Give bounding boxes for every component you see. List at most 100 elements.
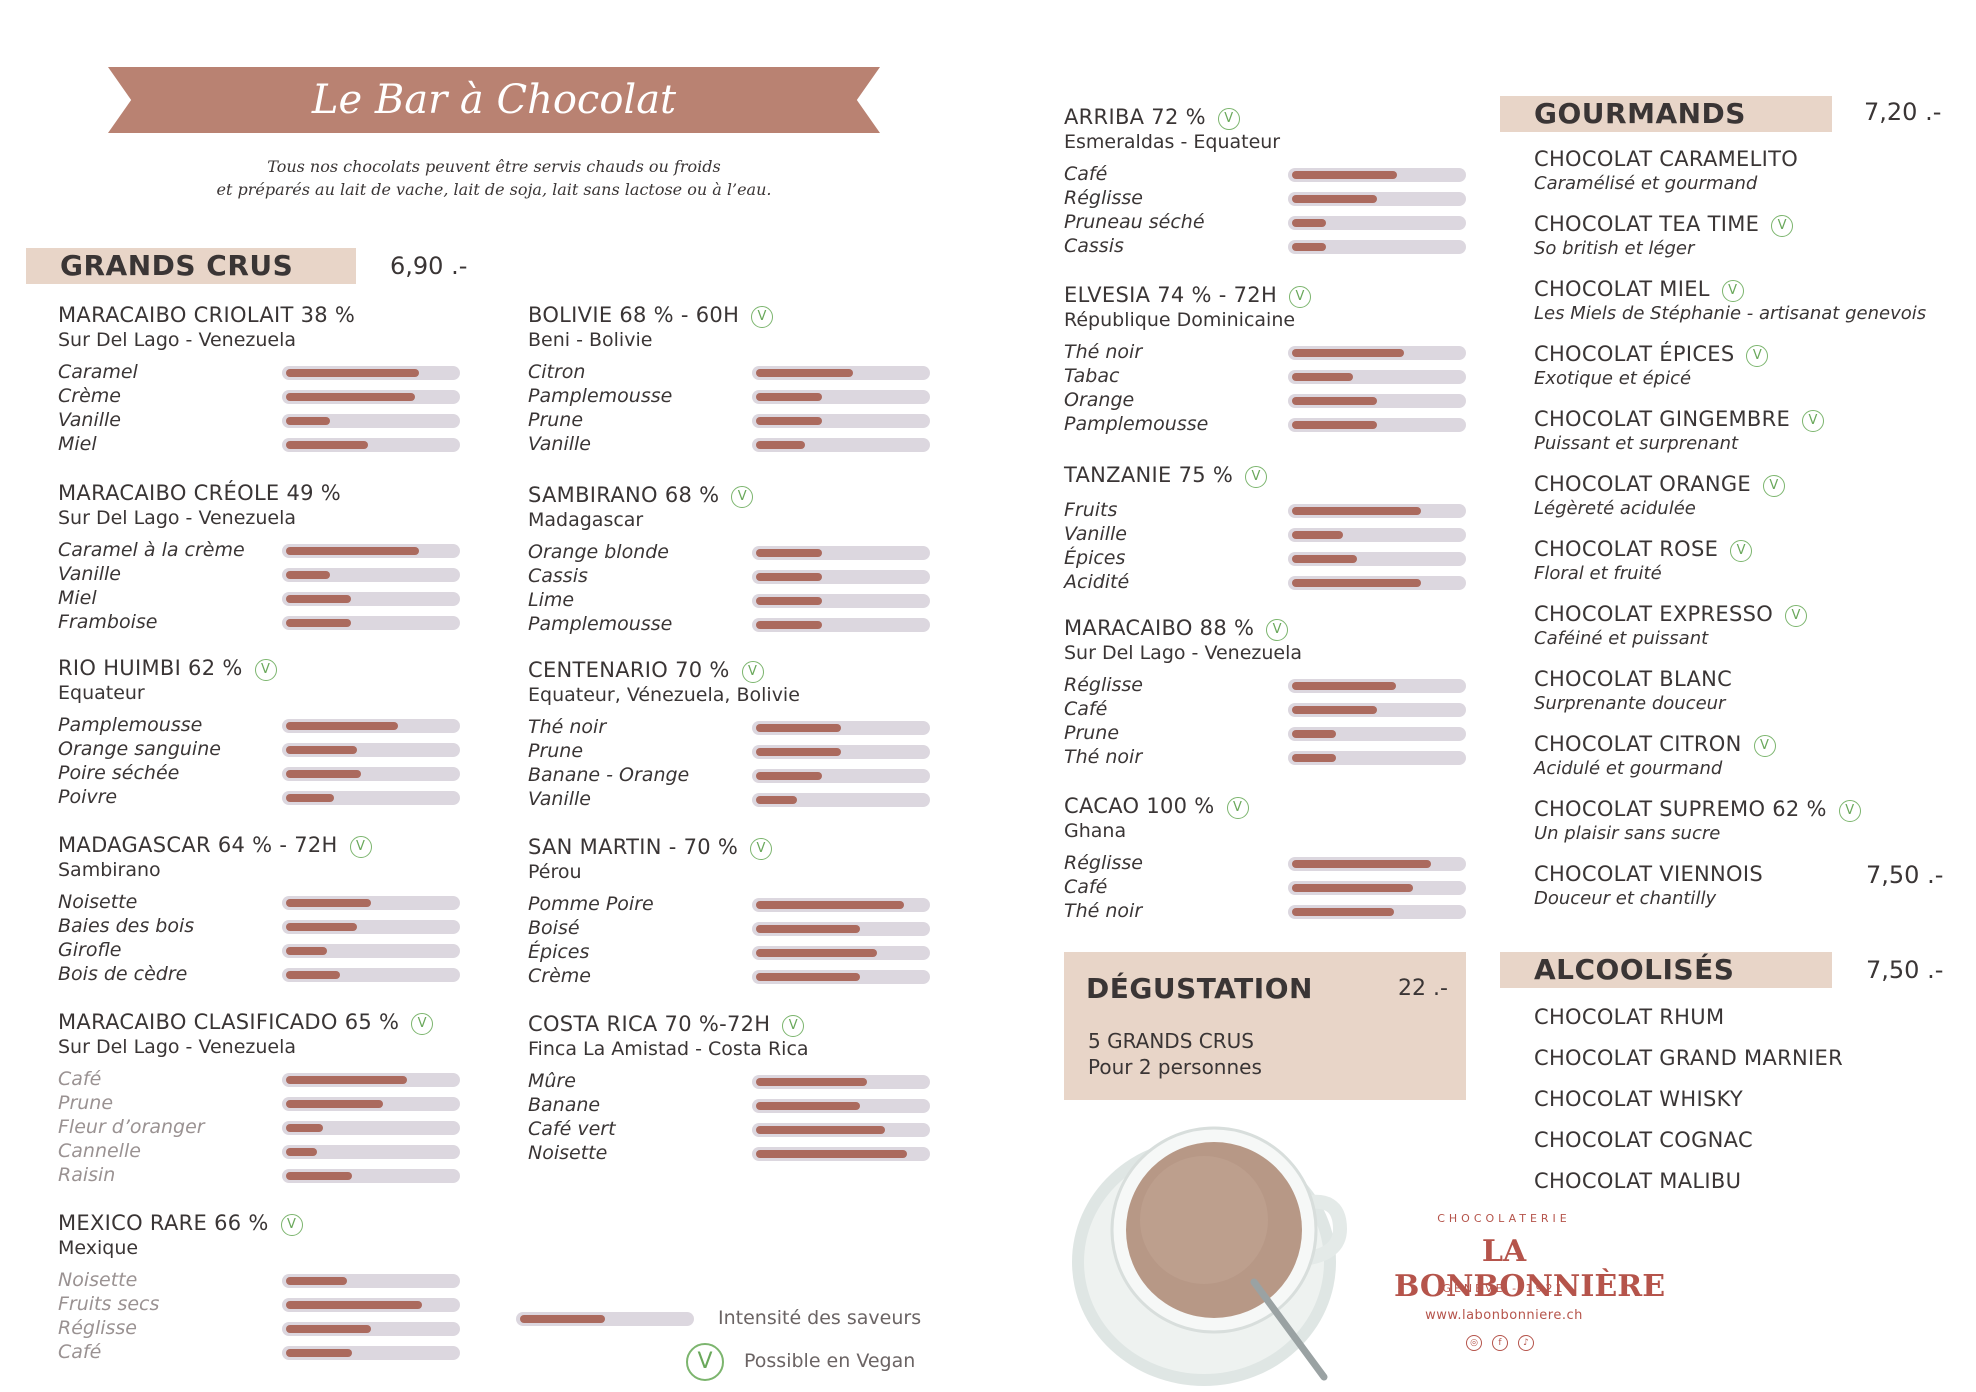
vegan-icon: V (1785, 605, 1808, 627)
intensity-bar (282, 1121, 460, 1135)
flavor-label: Prune (528, 409, 584, 431)
intensity-fill (756, 748, 841, 756)
brand-url-link[interactable]: www.labonbonniere.ch (1425, 1308, 1583, 1323)
flavor-note: Banane (528, 1093, 968, 1117)
intensity-fill (286, 722, 398, 730)
intensity-fill (286, 1076, 407, 1084)
product-name: TANZANIE 75 % V (1064, 462, 1504, 488)
gourmand-desc: Floral et fruité (1534, 563, 1662, 584)
grands-crus-label: GRANDS CRUS (60, 249, 294, 282)
product-block: SAN MARTIN - 70 % V Pérou Pomme Poire Boisé É… (528, 834, 968, 988)
flavor-label: Épices (528, 941, 590, 963)
product-origin: Sur Del Lago - Venezuela (1064, 642, 1303, 664)
vegan-icon: V (1721, 280, 1744, 302)
flavor-label: Réglisse (1064, 852, 1143, 874)
intensity-fill (756, 549, 822, 557)
intensity-fill (286, 1172, 352, 1180)
intensity-bar (282, 896, 460, 910)
product-name-text: SAN MARTIN - 70 % (528, 835, 739, 859)
intensity-bar (752, 366, 930, 380)
flavor-label: Café (58, 1068, 102, 1090)
product-block: MEXICO RARE 66 % V Mexique Noisette Fruits s… (58, 1210, 498, 1364)
intensity-fill (756, 1102, 860, 1110)
gourmand-desc: Un plaisir sans sucre (1534, 823, 1721, 844)
degustation-line-2: Pour 2 personnes (1088, 1055, 1262, 1079)
intensity-fill (1292, 682, 1396, 690)
gourmands-label: GOURMANDS (1534, 97, 1746, 130)
flavor-label: Prune (1064, 722, 1120, 744)
flavor-label: Prune (58, 1092, 114, 1114)
flavor-label: Thé noir (528, 716, 607, 738)
flavor-note: Pamplemousse (528, 384, 968, 408)
intensity-bar (282, 1322, 460, 1336)
product-origin: Sur Del Lago - Venezuela (58, 507, 297, 529)
intensity-bar (282, 791, 460, 805)
grands-crus-header: GRANDS CRUS (26, 248, 356, 284)
flavor-note: Réglisse (1064, 673, 1504, 697)
gourmand-name-text: CHOCOLAT ORANGE (1534, 472, 1751, 496)
product-name: RIO HUIMBI 62 % V (58, 655, 498, 681)
intensity-bar (282, 366, 460, 380)
intensity-fill (286, 571, 330, 579)
product-block: MARACAIBO CLASIFICADO 65 % V Sur Del Lago … (58, 1009, 498, 1187)
intensity-fill (756, 796, 797, 804)
gourmand-item: CHOCOLAT CITRON V Acidulé et gourmand (1534, 731, 1954, 781)
intensity-fill (286, 547, 419, 555)
intensity-fill (286, 1124, 323, 1132)
flavor-label: Acidité (1064, 571, 1130, 593)
gourmand-desc: Douceur et chantilly (1534, 888, 1717, 909)
product-name: ELVESIA 74 % - 72H V (1064, 282, 1504, 308)
product-block: CACAO 100 % V Ghana Réglisse Café Thé noir (1064, 793, 1504, 923)
product-name: COSTA RICA 70 %-72H V (528, 1011, 968, 1037)
product-name-text: MADAGASCAR 64 % - 72H (58, 833, 338, 857)
intensity-fill (286, 369, 419, 377)
intensity-bar (752, 970, 930, 984)
facebook-icon[interactable]: f (1492, 1335, 1508, 1351)
intensity-fill (756, 441, 805, 449)
product-name-text: CENTENARIO 70 % (528, 658, 730, 682)
gourmand-name: CHOCOLAT ROSE V (1534, 536, 1954, 562)
flavor-label: Banane - Orange (528, 764, 690, 786)
flavor-label: Caramel à la crème (58, 539, 245, 561)
product-name-text: BOLIVIE 68 % - 60H (528, 303, 740, 327)
intensity-bar (1288, 857, 1466, 871)
gourmand-name: CHOCOLAT EXPRESSO V (1534, 601, 1954, 627)
flavor-label: Café vert (528, 1118, 616, 1140)
flavor-note: Épices (528, 940, 968, 964)
flavor-label: Café (1064, 876, 1108, 898)
vegan-icon: V (280, 1214, 303, 1236)
intensity-bar (1288, 881, 1466, 895)
product-origin: Mexique (58, 1237, 139, 1259)
flavor-label: Orange (1064, 389, 1135, 411)
intensity-bar (752, 1099, 930, 1113)
gourmand-desc: Caramélisé et gourmand (1534, 173, 1758, 194)
alcool-item: CHOCOLAT WHISKY (1534, 1087, 1744, 1111)
intensity-fill (1292, 860, 1431, 868)
hot-chocolate-photo (1072, 1126, 1348, 1386)
product-origin: Sur Del Lago - Venezuela (58, 1036, 297, 1058)
product-origin: Beni - Bolivie (528, 329, 653, 351)
flavor-note: Banane - Orange (528, 763, 968, 787)
instagram-icon[interactable]: ◎ (1466, 1335, 1482, 1351)
product-origin: Finca La Amistad - Costa Rica (528, 1038, 809, 1060)
intensity-bar (282, 1169, 460, 1183)
flavor-label: Tabac (1064, 365, 1120, 387)
intensity-bar (1288, 504, 1466, 518)
flavor-label: Fruits secs (58, 1293, 160, 1315)
vegan-icon: V (1753, 735, 1776, 757)
gourmand-item: CHOCOLAT CARAMELITO Caramélisé et gourman… (1534, 146, 1954, 196)
intensity-bar (1288, 576, 1466, 590)
product-block: MARACAIBO CRIOLAIT 38 % Sur Del Lago - Ve… (58, 302, 498, 456)
intensity-bar (282, 568, 460, 582)
gourmand-name: CHOCOLAT ÉPICES V (1534, 341, 1954, 367)
intensity-bar (752, 546, 930, 560)
intensity-fill (286, 770, 361, 778)
gourmands-header: GOURMANDS (1500, 96, 1832, 132)
intensity-bar (282, 767, 460, 781)
flavor-note: Café (1064, 697, 1504, 721)
intensity-bar (282, 719, 460, 733)
flavor-label: Miel (58, 587, 97, 609)
title-ribbon (108, 67, 880, 133)
tiktok-icon[interactable]: ♪ (1518, 1335, 1534, 1351)
flavor-label: Noisette (58, 1269, 138, 1291)
